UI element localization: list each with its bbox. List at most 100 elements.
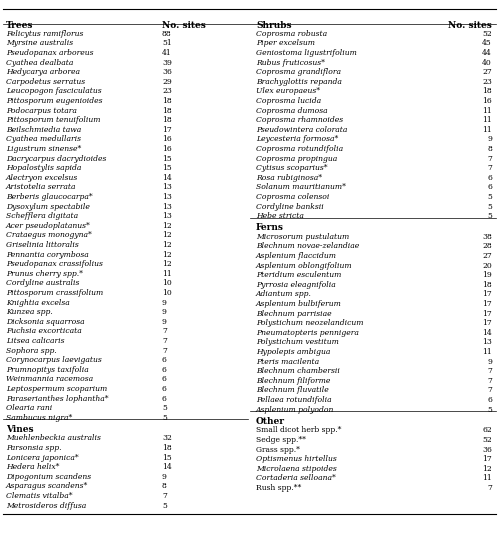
Text: Pittosporum tenuifolium: Pittosporum tenuifolium bbox=[6, 116, 100, 124]
Text: 15: 15 bbox=[162, 155, 172, 163]
Text: Blechnum fluvatile: Blechnum fluvatile bbox=[256, 386, 329, 394]
Text: Asplenium polyodon: Asplenium polyodon bbox=[256, 406, 334, 414]
Text: 62: 62 bbox=[482, 426, 492, 434]
Text: Asparagus scandens*: Asparagus scandens* bbox=[6, 482, 88, 490]
Text: 8: 8 bbox=[162, 482, 167, 490]
Text: 7: 7 bbox=[162, 327, 167, 335]
Text: Leycesteria formosa*: Leycesteria formosa* bbox=[256, 135, 338, 143]
Text: 36: 36 bbox=[162, 68, 172, 76]
Text: Pellaea rotundifolia: Pellaea rotundifolia bbox=[256, 396, 332, 404]
Text: 7: 7 bbox=[162, 492, 167, 500]
Text: 18: 18 bbox=[162, 444, 172, 452]
Text: 9: 9 bbox=[162, 318, 167, 326]
Text: 13: 13 bbox=[162, 203, 172, 211]
Text: 40: 40 bbox=[482, 59, 492, 67]
Text: 7: 7 bbox=[487, 367, 492, 375]
Text: Hedera helix*: Hedera helix* bbox=[6, 463, 59, 471]
Text: 5: 5 bbox=[487, 193, 492, 201]
Text: 5: 5 bbox=[162, 414, 167, 422]
Text: 7: 7 bbox=[162, 337, 167, 345]
Text: Myrsine australis: Myrsine australis bbox=[6, 39, 73, 47]
Text: 10: 10 bbox=[162, 279, 172, 287]
Text: Dipogonium scandens: Dipogonium scandens bbox=[6, 473, 91, 481]
Text: 6: 6 bbox=[162, 385, 167, 393]
Text: 10: 10 bbox=[162, 289, 172, 297]
Text: 13: 13 bbox=[482, 338, 492, 346]
Text: Asplenium bulbiferum: Asplenium bulbiferum bbox=[256, 300, 342, 308]
Text: Solanum mauritianum*: Solanum mauritianum* bbox=[256, 183, 346, 191]
Text: Cytisus scoparius*: Cytisus scoparius* bbox=[256, 164, 328, 172]
Text: 18: 18 bbox=[482, 87, 492, 95]
Text: Coprosma robusta: Coprosma robusta bbox=[256, 30, 327, 38]
Text: Prunus cherry spp.*: Prunus cherry spp.* bbox=[6, 270, 83, 278]
Text: Ulex europaeus*: Ulex europaeus* bbox=[256, 87, 320, 95]
Text: Brachyglottis repanda: Brachyglottis repanda bbox=[256, 78, 342, 86]
Text: 15: 15 bbox=[162, 454, 172, 462]
Text: 7: 7 bbox=[162, 346, 167, 354]
Text: Pittosporum eugenioides: Pittosporum eugenioides bbox=[6, 97, 102, 105]
Text: Shrubs: Shrubs bbox=[256, 21, 291, 30]
Text: 13: 13 bbox=[162, 212, 172, 220]
Text: 45: 45 bbox=[482, 39, 492, 47]
Text: 6: 6 bbox=[487, 183, 492, 191]
Text: Other: Other bbox=[256, 417, 285, 426]
Text: Pennantia corymbosa: Pennantia corymbosa bbox=[6, 251, 89, 259]
Text: 7: 7 bbox=[487, 155, 492, 163]
Text: 5: 5 bbox=[487, 406, 492, 414]
Text: 9: 9 bbox=[162, 308, 167, 316]
Text: Trees: Trees bbox=[6, 21, 33, 30]
Text: 52: 52 bbox=[482, 30, 492, 38]
Text: Cortaderia selloana*: Cortaderia selloana* bbox=[256, 474, 336, 482]
Text: Vines: Vines bbox=[6, 425, 33, 434]
Text: Pteridium esculentum: Pteridium esculentum bbox=[256, 271, 341, 279]
Text: Rush spp.**: Rush spp.** bbox=[256, 484, 301, 492]
Text: 18: 18 bbox=[482, 281, 492, 289]
Text: Sedge spp.**: Sedge spp.** bbox=[256, 436, 306, 444]
Text: Acer pseudoplatanus*: Acer pseudoplatanus* bbox=[6, 222, 91, 230]
Text: Blechnum novae-zelandiae: Blechnum novae-zelandiae bbox=[256, 243, 359, 251]
Text: Dicksonia squarrosa: Dicksonia squarrosa bbox=[6, 318, 85, 326]
Text: Pittosporum crassifolium: Pittosporum crassifolium bbox=[6, 289, 103, 297]
Text: Dysoxylum spectabile: Dysoxylum spectabile bbox=[6, 203, 90, 211]
Text: 17: 17 bbox=[482, 300, 492, 308]
Text: Pneumatopteris pennigera: Pneumatopteris pennigera bbox=[256, 329, 359, 337]
Text: 9: 9 bbox=[162, 473, 167, 481]
Text: 6: 6 bbox=[487, 396, 492, 404]
Text: 15: 15 bbox=[162, 164, 172, 172]
Text: 38: 38 bbox=[482, 233, 492, 241]
Text: Fuchsia excorticata: Fuchsia excorticata bbox=[6, 327, 82, 335]
Text: 6: 6 bbox=[162, 394, 167, 402]
Text: 29: 29 bbox=[162, 78, 172, 86]
Text: Corynocarpus laevigatus: Corynocarpus laevigatus bbox=[6, 356, 102, 364]
Text: Blechnum filiforme: Blechnum filiforme bbox=[256, 377, 330, 385]
Text: 17: 17 bbox=[162, 126, 172, 134]
Text: Cordyline australis: Cordyline australis bbox=[6, 279, 79, 287]
Text: 14: 14 bbox=[162, 174, 172, 182]
Text: Crataegus monogyna*: Crataegus monogyna* bbox=[6, 231, 92, 239]
Text: Dacrycarpus dacrydioides: Dacrycarpus dacrydioides bbox=[6, 155, 106, 163]
Text: Adiantum spp.: Adiantum spp. bbox=[256, 290, 312, 298]
Text: Small dicot herb spp.*: Small dicot herb spp.* bbox=[256, 426, 341, 434]
Text: 11: 11 bbox=[162, 270, 172, 278]
Text: 51: 51 bbox=[162, 39, 172, 47]
Text: No. sites: No. sites bbox=[162, 21, 206, 30]
Text: Optismenus hirtellus: Optismenus hirtellus bbox=[256, 455, 337, 463]
Text: 16: 16 bbox=[162, 145, 172, 153]
Text: Hopalostylis sapida: Hopalostylis sapida bbox=[6, 164, 81, 172]
Text: Leucopogon fasciculatus: Leucopogon fasciculatus bbox=[6, 87, 102, 95]
Text: 6: 6 bbox=[162, 375, 167, 383]
Text: 36: 36 bbox=[482, 446, 492, 454]
Text: 6: 6 bbox=[162, 366, 167, 374]
Text: Microsorum pustulatum: Microsorum pustulatum bbox=[256, 233, 349, 241]
Text: 8: 8 bbox=[487, 145, 492, 153]
Text: 6: 6 bbox=[162, 356, 167, 364]
Text: Litsea calicaris: Litsea calicaris bbox=[6, 337, 64, 345]
Text: 11: 11 bbox=[482, 348, 492, 356]
Text: Coprosma dumosa: Coprosma dumosa bbox=[256, 107, 328, 115]
Text: 6: 6 bbox=[487, 174, 492, 182]
Text: Metrosideros diffusa: Metrosideros diffusa bbox=[6, 502, 86, 510]
Text: Hebe stricta: Hebe stricta bbox=[256, 212, 304, 220]
Text: Polystichum vestitum: Polystichum vestitum bbox=[256, 338, 339, 346]
Text: Pseudopanax crassifolius: Pseudopanax crassifolius bbox=[6, 260, 103, 268]
Text: Griselinia littoralis: Griselinia littoralis bbox=[6, 241, 79, 249]
